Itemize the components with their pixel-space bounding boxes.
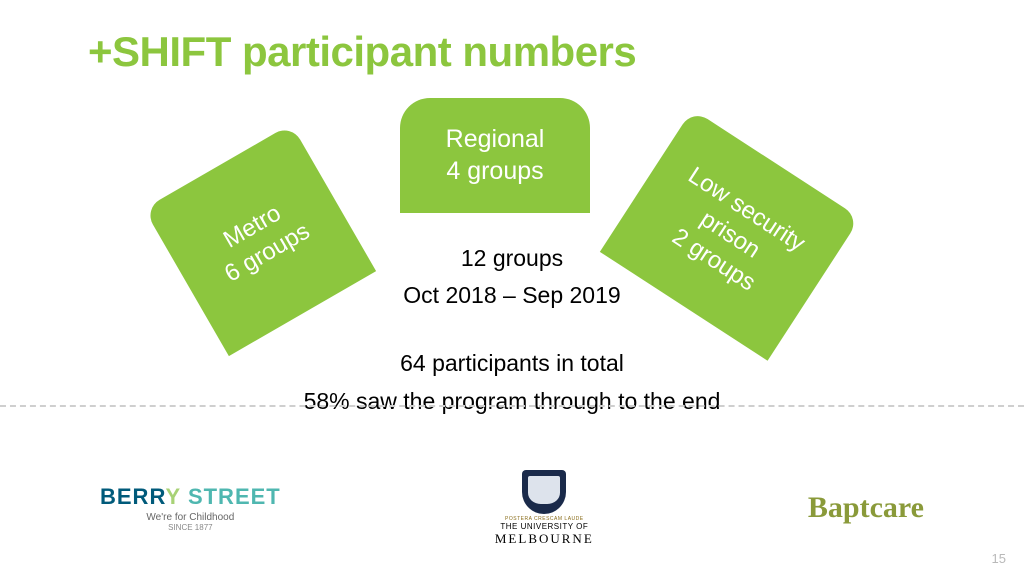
summary-participants: 64 participants in total [0, 350, 1024, 377]
regional-label: Regional [446, 124, 545, 155]
logo-berry-street: BERRY STREET We're for Childhood SINCE 1… [100, 484, 281, 532]
divider-line [0, 405, 1024, 407]
regional-count: 4 groups [446, 156, 543, 187]
logo-university-melbourne: POSTERA CRESCAM LAUDE THE UNIVERSITY OF … [495, 470, 594, 547]
group-box-regional: Regional 4 groups [400, 98, 590, 213]
berry-y: Y [166, 484, 181, 509]
footer-logos: BERRY STREET We're for Childhood SINCE 1… [0, 468, 1024, 548]
page-number: 15 [992, 551, 1006, 566]
summary-groups: 12 groups [0, 245, 1024, 272]
berry-word-2: STREET [188, 484, 281, 509]
berry-tagline: We're for Childhood [146, 512, 234, 523]
berry-word-1: BERR [100, 484, 166, 509]
berry-since: SINCE 1877 [168, 523, 212, 532]
summary-daterange: Oct 2018 – Sep 2019 [0, 282, 1024, 309]
group-box-prison: Low security prison 2 groups [600, 109, 860, 361]
logo-baptcare: Baptcare [808, 491, 924, 525]
slide-title: +SHIFT participant numbers [88, 28, 636, 76]
berry-street-wordmark: BERRY STREET [100, 484, 281, 510]
summary-completion: 58% saw the program through to the end [0, 388, 1024, 415]
group-box-metro: Metro 6 groups [144, 124, 376, 356]
melbourne-label-bottom: MELBOURNE [495, 531, 594, 547]
melbourne-label-top: THE UNIVERSITY OF [500, 522, 588, 531]
melbourne-crest-icon [522, 470, 566, 514]
